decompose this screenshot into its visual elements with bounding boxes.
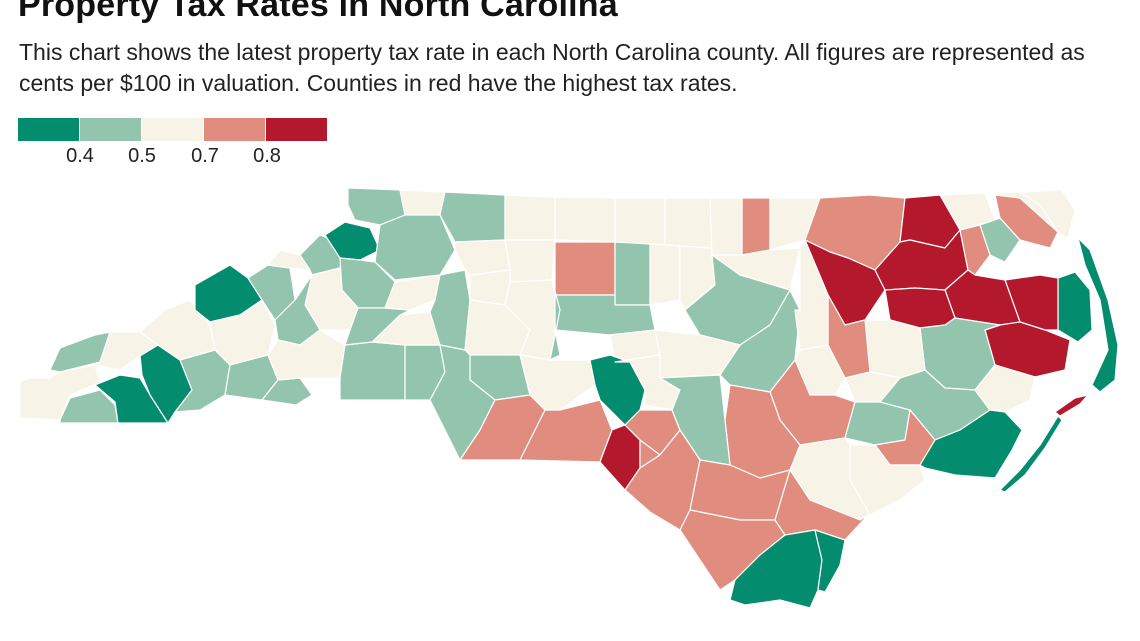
county-polk[interactable]: [261, 377, 313, 406]
county-surry[interactable]: [439, 191, 506, 243]
county-caswell[interactable]: [614, 197, 666, 246]
county-cherokee[interactable]: [19, 364, 101, 421]
legend-swatch-5: [266, 118, 327, 141]
county-carteret[interactable]: [919, 409, 1023, 479]
legend-tick-0-7: 0.7: [191, 145, 219, 167]
county-dare[interactable]: [1057, 271, 1093, 343]
legend-tick-0-5: 0.5: [128, 145, 156, 167]
county-catawba[interactable]: [344, 307, 411, 346]
county-alleghany[interactable]: [399, 189, 446, 216]
legend-swatch-4: [204, 118, 265, 141]
county-swain[interactable]: [94, 331, 159, 371]
county-alamance[interactable]: [614, 241, 651, 306]
legend-swatch-1: [18, 118, 79, 141]
county-granville[interactable]: [741, 197, 771, 256]
outer-banks-north: [1077, 237, 1119, 393]
county-vance[interactable]: [709, 197, 743, 256]
county-cleveland[interactable]: [339, 341, 406, 401]
county-pitt[interactable]: [864, 319, 926, 379]
county-randolph[interactable]: [549, 279, 561, 361]
county-wilkes[interactable]: [374, 214, 456, 281]
chart-subtitle: This chart shows the latest property tax…: [19, 39, 1085, 96]
legend-tick-0-4: 0.4: [66, 145, 94, 167]
county-stanly[interactable]: [519, 354, 596, 411]
county-lenoir[interactable]: [844, 401, 911, 446]
county-rockingham[interactable]: [554, 196, 616, 243]
county-guilford[interactable]: [554, 241, 616, 296]
county-stokes[interactable]: [504, 194, 556, 241]
legend-swatch-2: [80, 118, 141, 141]
county-new-hanover[interactable]: [814, 529, 846, 593]
legend-tick-0-8: 0.8: [253, 145, 281, 167]
county-alexander[interactable]: [384, 274, 441, 311]
outer-banks-ocracoke: [1054, 394, 1089, 417]
county-person[interactable]: [664, 197, 713, 249]
county-chowan[interactable]: [959, 224, 991, 276]
county-currituck[interactable]: [1019, 189, 1076, 239]
county-davie[interactable]: [469, 269, 511, 306]
county-orange[interactable]: [649, 243, 681, 306]
county-chatham[interactable]: [554, 294, 656, 336]
county-buncombe[interactable]: [209, 299, 276, 366]
chart-title: Property Tax Rates in North Carolina: [18, 0, 618, 24]
county-forsyth[interactable]: [504, 239, 556, 283]
legend-swatch-3: [142, 118, 203, 141]
color-legend: 0.4 0.5 0.7 0.8: [18, 118, 338, 168]
outer-banks-south: [999, 415, 1063, 493]
